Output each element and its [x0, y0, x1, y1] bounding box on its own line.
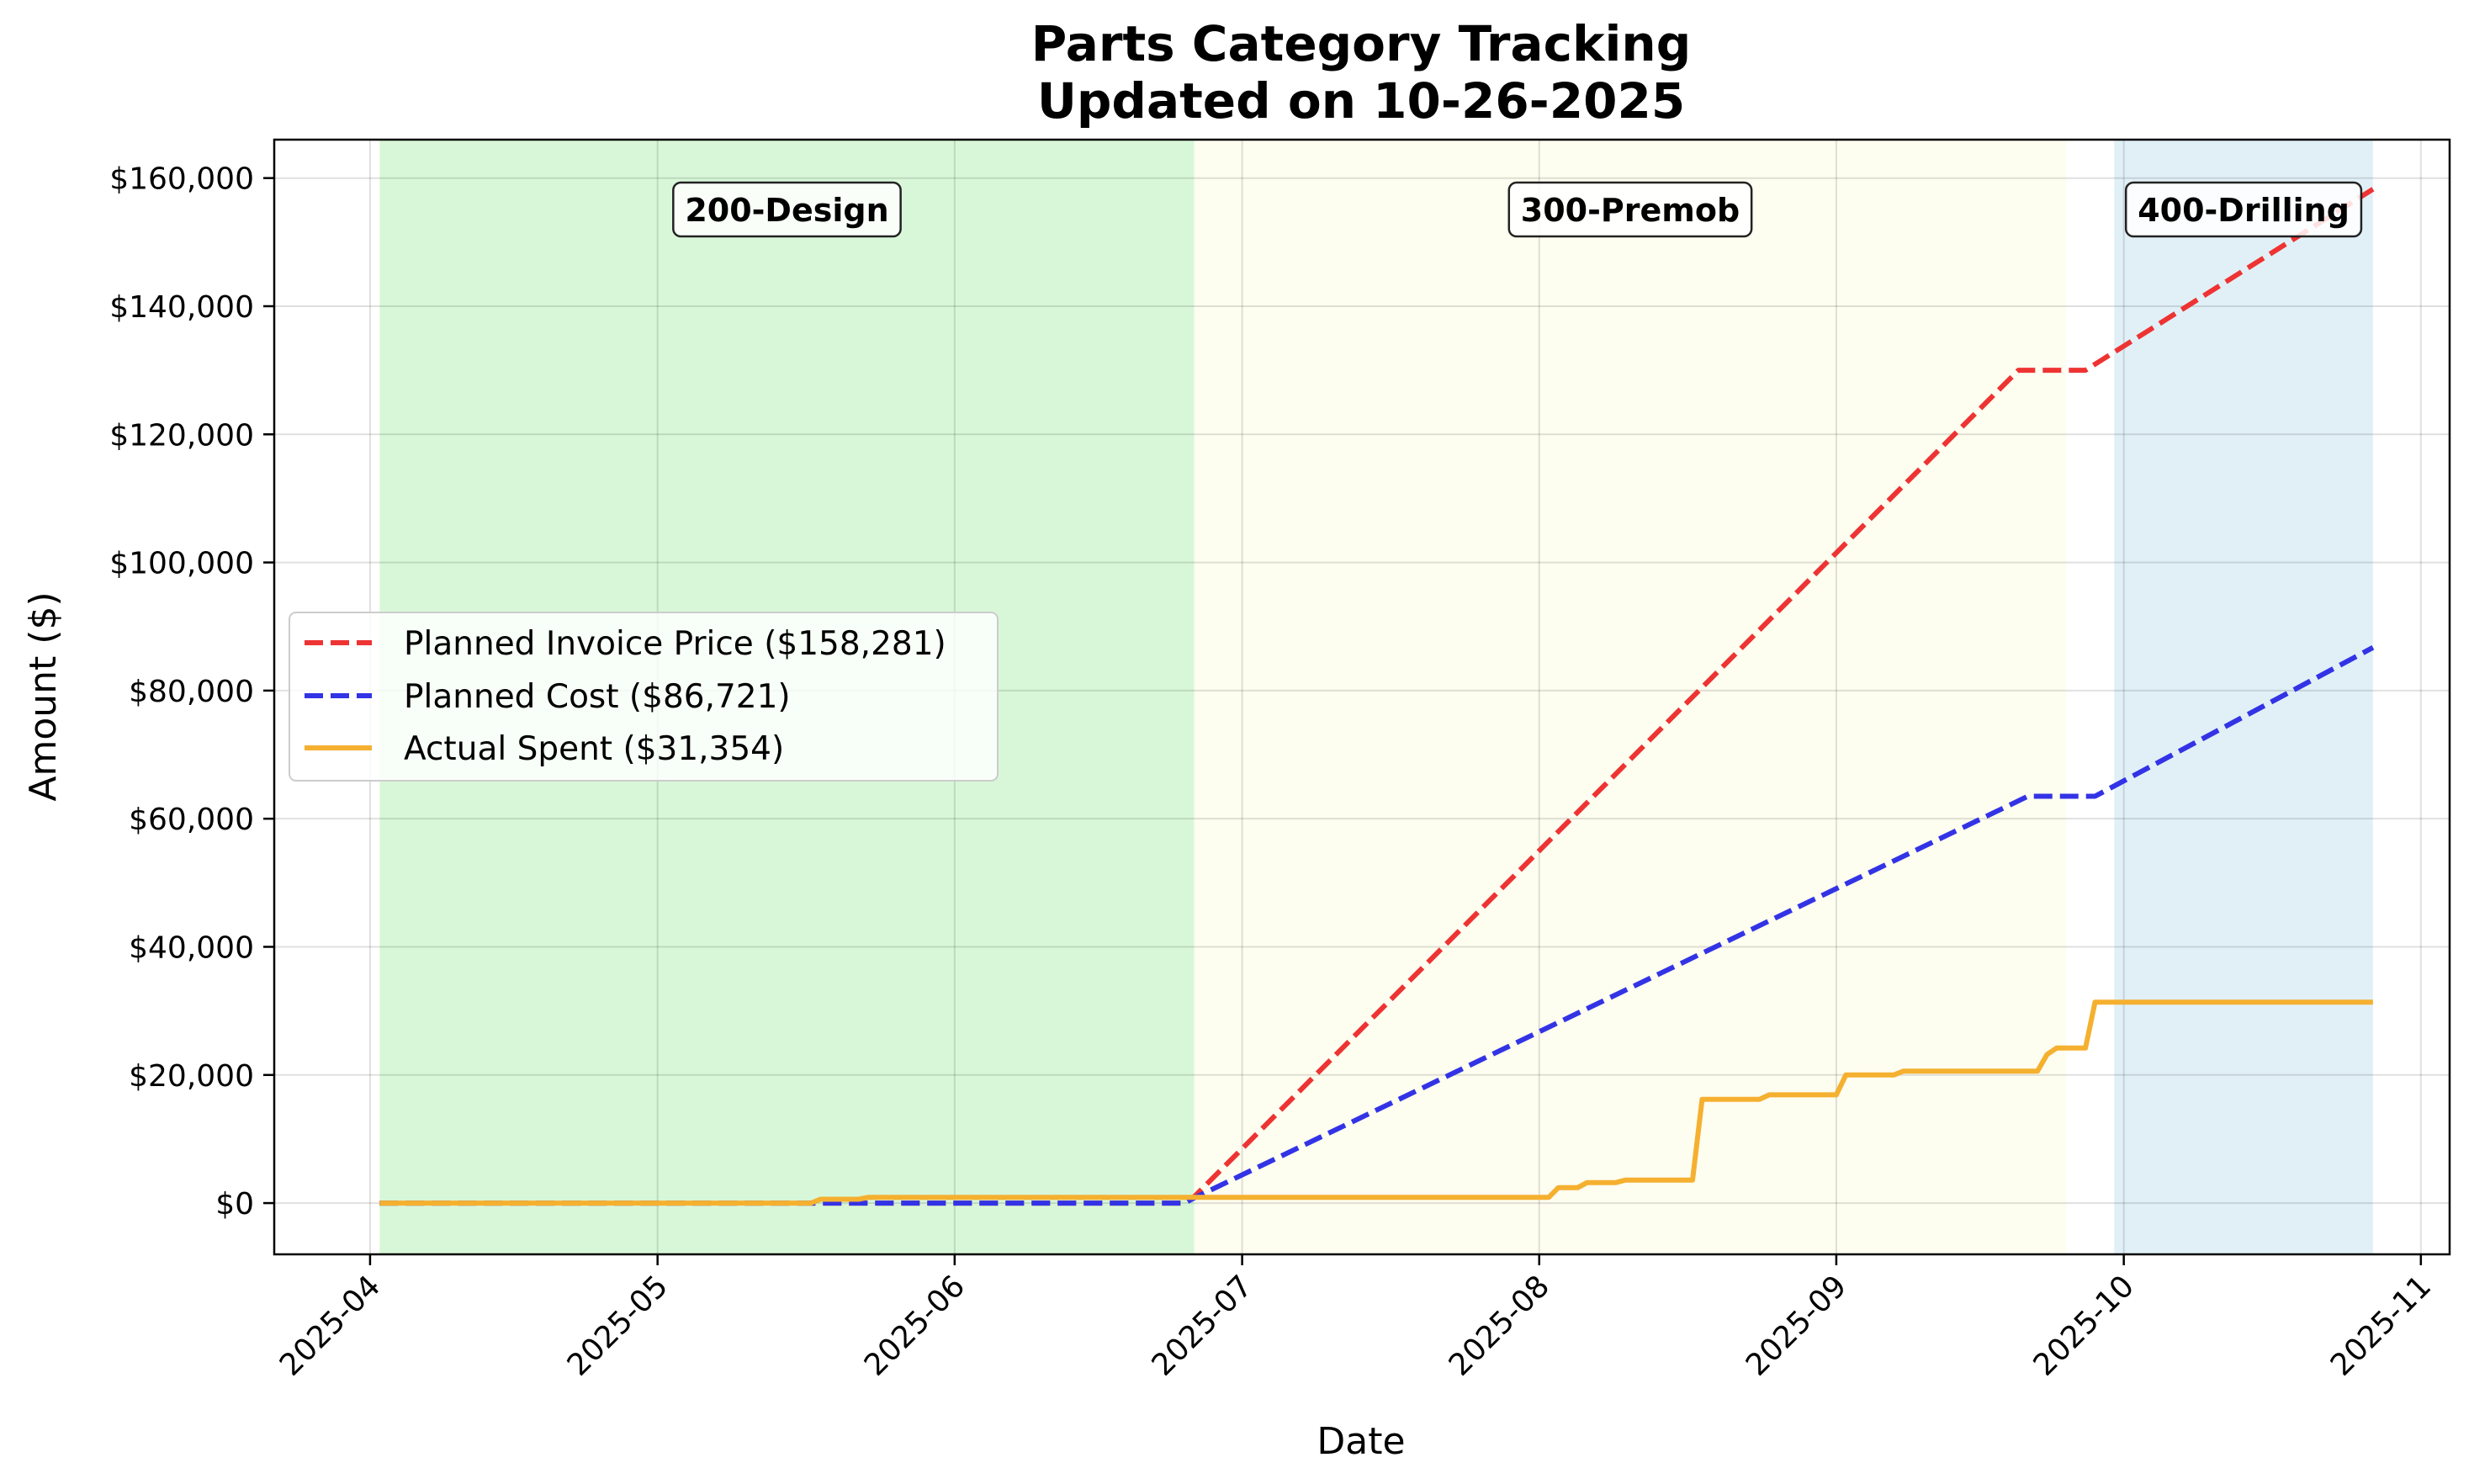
- chart-subtitle: Updated on 10-26-2025: [1037, 72, 1685, 130]
- x-tick-label-7: 2025-11: [2324, 1269, 2438, 1382]
- phase-label-1: 300-Premob: [1521, 192, 1740, 229]
- x-tick-label-6: 2025-10: [2027, 1269, 2141, 1382]
- y-axis-ticks: $0 $20,000 $40,000 $60,000 $80,000 $100,000 $1…: [109, 162, 274, 1222]
- x-tick-label-0: 2025-04: [273, 1269, 387, 1382]
- y-tick-label-7: $140,000: [109, 290, 254, 325]
- series-lines: [379, 187, 2375, 1206]
- y-tick-label-2: $40,000: [129, 930, 254, 965]
- legend-box: [289, 612, 999, 782]
- phase-band-1: [1194, 140, 2067, 1254]
- y-tick-label-3: $60,000: [129, 803, 254, 837]
- legend-label-planned-cost: Planned Cost ($86,721): [404, 678, 791, 716]
- phase-label-2: 400-Drilling: [2138, 192, 2350, 229]
- y-tick-label-5: $100,000: [109, 547, 254, 581]
- x-tick-label-3: 2025-07: [1146, 1269, 1259, 1382]
- y-tick-label-1: $20,000: [129, 1059, 254, 1094]
- phase-label-0: 200-Design: [685, 192, 888, 229]
- legend-label-planned-invoice: Planned Invoice Price ($158,281): [404, 625, 946, 663]
- y-tick-label-6: $120,000: [109, 418, 254, 453]
- series-line-0: [379, 187, 2375, 1206]
- phase-label-box-2: [2124, 181, 2363, 238]
- gridlines: [274, 140, 2450, 1254]
- x-tick-label-5: 2025-09: [1740, 1269, 1853, 1382]
- phase-label-box-0: [672, 181, 902, 238]
- y-tick-label-4: $80,000: [129, 675, 254, 709]
- x-tick-label-4: 2025-08: [1443, 1269, 1556, 1382]
- phase-band-2: [2114, 140, 2373, 1254]
- phase-label-box-1: [1507, 181, 1753, 238]
- series-line-2: [379, 999, 2373, 1206]
- legend: Planned Invoice Price ($158,281) Planned…: [289, 612, 999, 782]
- legend-label-actual-spent: Actual Spent ($31,354): [404, 730, 784, 768]
- plot-frame: [273, 138, 2451, 1256]
- chart-title: Parts Category Tracking: [1031, 15, 1691, 72]
- y-axis-label: Amount ($): [22, 591, 65, 801]
- series-line-1: [379, 645, 2375, 1206]
- x-tick-label-1: 2025-05: [561, 1269, 675, 1382]
- phase-labels: 200-Design 300-Premob 400-Drilling: [672, 181, 2363, 238]
- y-tick-label-8: $160,000: [109, 162, 254, 197]
- x-axis-ticks: 2025-04 2025-05 2025-06 2025-07 2025-08 2025-…: [273, 1254, 2438, 1383]
- x-tick-label-2: 2025-06: [858, 1269, 972, 1382]
- phase-bands: [379, 140, 2373, 1254]
- x-axis-label: Date: [1317, 1420, 1405, 1463]
- y-tick-label-0: $0: [215, 1187, 254, 1222]
